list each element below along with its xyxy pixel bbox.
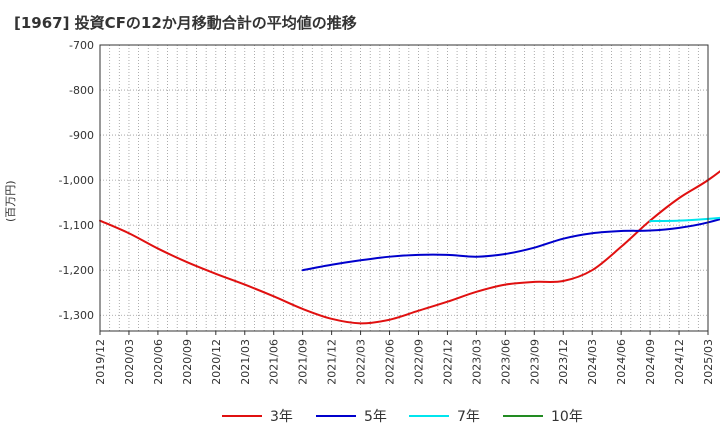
legend-item: 5年 (316, 404, 387, 428)
x-tick-label: 2019/12 (94, 339, 107, 385)
x-tick-label: 2021/09 (297, 339, 310, 385)
x-tick-label: 2021/03 (239, 339, 252, 385)
x-tick-label: 2020/03 (123, 339, 136, 385)
x-tick-label: 2023/09 (528, 339, 541, 385)
series-line (99, 170, 720, 325)
legend: 3年 5年 7年 10年 (0, 404, 720, 428)
x-tick-label: 2022/03 (355, 339, 368, 385)
y-tick-label: -700 (69, 39, 94, 52)
x-tick-label: 2021/12 (326, 339, 339, 385)
y-tick-label: -1,300 (59, 309, 94, 322)
legend-swatch (316, 415, 356, 417)
legend-label: 7年 (457, 409, 480, 425)
x-tick-label: 2022/12 (441, 339, 454, 385)
chart-plot: -700 -800 -900 -1,000 -1,100 -1,200 -1,300 201… (59, 39, 720, 385)
legend-swatch (222, 415, 262, 417)
y-tick-label: -1,100 (59, 219, 94, 232)
legend-swatch (409, 415, 449, 417)
legend-item: 10年 (503, 404, 583, 428)
legend-label: 3年 (270, 409, 293, 425)
x-tick-label: 2023/03 (470, 339, 483, 385)
legend-item: 3年 (222, 404, 293, 428)
y-tick-label: -1,000 (59, 174, 94, 187)
x-tick-label: 2024/12 (673, 339, 686, 385)
y-tick-label: -800 (69, 84, 94, 97)
y-tick-label: -900 (69, 129, 94, 142)
chart-title: [1967] 投資CFの12か月移動合計の平均値の推移 (14, 14, 357, 32)
plot-background (100, 45, 708, 331)
x-tick-label: 2022/06 (384, 339, 397, 385)
x-tick-label: 2020/12 (210, 339, 223, 385)
y-tick-label: -1,200 (59, 264, 94, 277)
plot-frame (99, 44, 709, 332)
x-axis: 2019/12 2020/03 2020/06 2020/09 2020/12 2021/… (94, 331, 715, 385)
legend-label: 10年 (551, 409, 583, 425)
x-tick-label: 2023/06 (499, 339, 512, 385)
series-line (301, 218, 720, 272)
x-tick-label: 2023/12 (557, 339, 570, 385)
x-tick-label: 2020/09 (181, 339, 194, 385)
x-tick-label: 2024/03 (586, 339, 599, 385)
x-tick-label: 2020/06 (152, 339, 165, 385)
y-axis: -700 -800 -900 -1,000 -1,100 -1,200 -1,300 (59, 39, 94, 322)
x-tick-label: 2024/06 (615, 339, 628, 385)
legend-label: 5年 (364, 409, 387, 425)
x-tick-label: 2022/09 (412, 339, 425, 385)
x-tick-label: 2024/09 (644, 339, 657, 385)
series-line (649, 216, 720, 223)
x-tick-label: 2025/03 (702, 339, 715, 385)
x-tick-label: 2021/06 (268, 339, 281, 385)
legend-swatch (503, 415, 543, 417)
series-layer (99, 170, 720, 325)
legend-item: 7年 (409, 404, 480, 428)
